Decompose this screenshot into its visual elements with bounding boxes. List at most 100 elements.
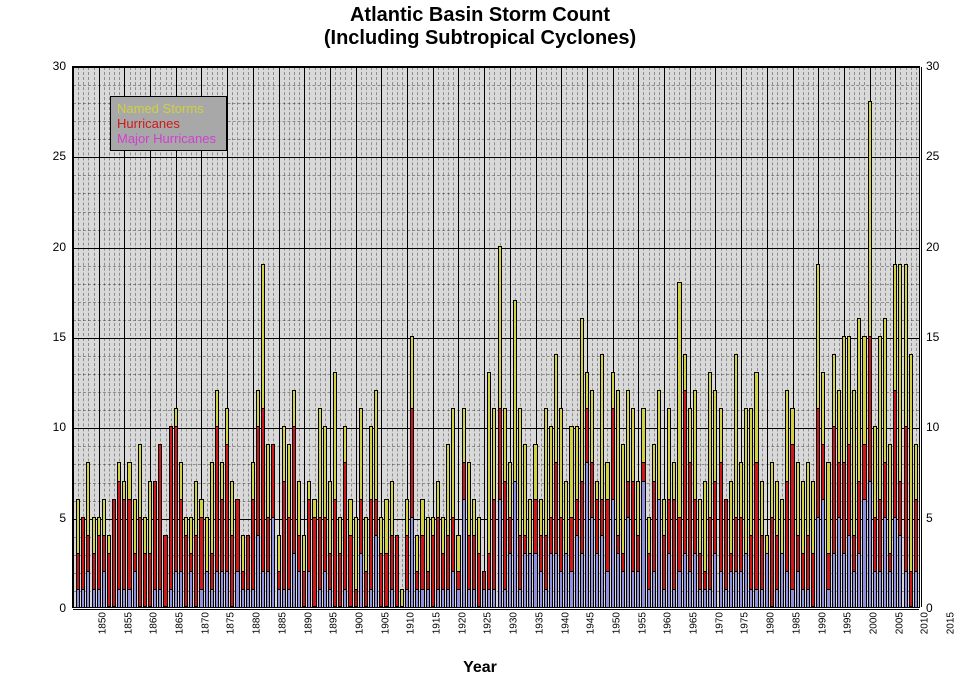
- bar-major: [302, 606, 306, 607]
- bar-major: [462, 499, 466, 607]
- bar-major: [467, 589, 471, 607]
- bar-hurricane: [348, 535, 352, 607]
- bar-major: [857, 553, 861, 607]
- x-tick-label: 1995: [842, 612, 853, 634]
- bar-major: [559, 571, 563, 607]
- bar-major: [765, 553, 769, 607]
- bar-major: [790, 589, 794, 607]
- bar-major: [163, 606, 167, 607]
- x-tick-label: 1865: [174, 612, 185, 634]
- bar-major: [539, 571, 543, 607]
- bar-hurricane: [354, 589, 358, 607]
- x-tick-label: 2005: [894, 612, 905, 634]
- bar-major: [569, 571, 573, 607]
- bar-hurricane: [163, 535, 167, 607]
- chart-title: Atlantic Basin Storm Count (Including Su…: [0, 4, 960, 50]
- bar-major: [328, 589, 332, 607]
- bar-major: [246, 589, 250, 607]
- x-tick-label: 1910: [406, 612, 417, 634]
- legend-item: Hurricanes: [117, 116, 216, 131]
- y-tick-label-right: 30: [926, 59, 939, 73]
- bar-major: [739, 571, 743, 607]
- bar-major: [677, 571, 681, 607]
- bar-hurricane: [194, 535, 198, 607]
- bar-major: [523, 553, 527, 607]
- y-tick-label-left: 20: [34, 240, 66, 254]
- bar-major: [631, 571, 635, 607]
- bar-hurricane: [754, 462, 758, 607]
- bar-major: [307, 571, 311, 607]
- bar-major: [210, 589, 214, 607]
- bar-major: [127, 589, 131, 607]
- bar-major: [282, 589, 286, 607]
- bar-hurricane: [338, 553, 342, 607]
- bar-major: [862, 499, 866, 607]
- bar-major: [431, 606, 435, 607]
- x-tick-label: 1870: [200, 612, 211, 634]
- bar-major: [266, 571, 270, 607]
- bar-hurricane: [138, 517, 142, 607]
- bar-hurricane: [364, 571, 368, 607]
- bar-major: [796, 571, 800, 607]
- x-tick-label: 1905: [380, 612, 391, 634]
- bar-major: [883, 517, 887, 607]
- bar-major: [76, 589, 80, 607]
- bar-major: [169, 589, 173, 607]
- bar-named: [400, 589, 404, 607]
- bar-major: [333, 606, 337, 607]
- bar-hurricane: [333, 499, 337, 607]
- bar-major: [754, 589, 758, 607]
- bar-hurricane: [302, 571, 306, 607]
- bar-major: [189, 571, 193, 607]
- x-tick-label: 1895: [329, 612, 340, 634]
- bar-major: [143, 606, 147, 607]
- bar-hurricane: [770, 517, 774, 607]
- bar-major: [826, 589, 830, 607]
- y-tick-label-left: 30: [34, 59, 66, 73]
- bar-major: [909, 606, 913, 607]
- bar-major: [816, 517, 820, 607]
- bar-major: [174, 571, 178, 607]
- y-tick-label-right: 25: [926, 149, 939, 163]
- bar-major: [636, 571, 640, 607]
- bar-major: [590, 517, 594, 607]
- y-tick-label-right: 5: [926, 511, 933, 525]
- bar-major: [292, 553, 296, 607]
- bar-major: [760, 589, 764, 607]
- bar-major: [102, 571, 106, 607]
- bar-major: [734, 571, 738, 607]
- bar-major: [575, 535, 579, 607]
- bar-major: [662, 589, 666, 607]
- bar-major: [256, 535, 260, 607]
- y-tick-label-right: 10: [926, 420, 939, 434]
- bar-major: [158, 589, 162, 607]
- bar-major: [611, 499, 615, 607]
- bar-major: [580, 553, 584, 607]
- bar-hurricane: [384, 553, 388, 607]
- bar-major: [564, 553, 568, 607]
- y-tick-label-left: 10: [34, 420, 66, 434]
- bar-major: [708, 589, 712, 607]
- bar-major: [914, 571, 918, 607]
- x-tick-label: 2010: [920, 612, 931, 634]
- x-tick-label: 1985: [791, 612, 802, 634]
- bar-major: [554, 553, 558, 607]
- legend-item: Major Hurricanes: [117, 131, 216, 146]
- bar-major: [893, 517, 897, 607]
- bar-major: [518, 589, 522, 607]
- bar-major: [811, 606, 815, 607]
- bar-major: [86, 571, 90, 607]
- x-tick-label: 1935: [534, 612, 545, 634]
- bar-major: [713, 553, 717, 607]
- bar-hurricane: [169, 426, 173, 607]
- bar-hurricane: [343, 462, 347, 607]
- bar-major: [528, 553, 532, 607]
- bar-major: [251, 589, 255, 607]
- bar-major: [148, 606, 152, 607]
- bar-major: [133, 571, 137, 607]
- bar-major: [652, 571, 656, 607]
- bar-major: [492, 589, 496, 607]
- bar-hurricane: [184, 535, 188, 607]
- x-tick-label: 1970: [714, 612, 725, 634]
- bar-hurricane: [148, 553, 152, 607]
